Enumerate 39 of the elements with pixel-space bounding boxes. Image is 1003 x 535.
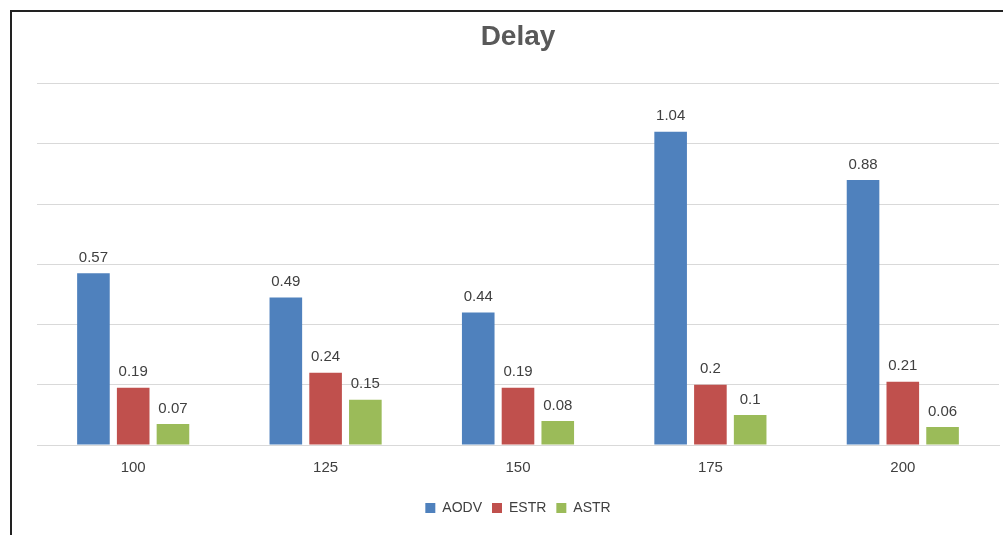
x-tick-label: 200	[890, 458, 916, 476]
bar	[926, 426, 959, 445]
bar	[461, 312, 495, 445]
bar	[309, 372, 342, 445]
data-label: 0.07	[158, 398, 188, 416]
data-label: 0.1	[739, 389, 761, 407]
data-label: 0.24	[311, 347, 341, 365]
data-label: 1.04	[656, 106, 686, 124]
data-label: 0.21	[888, 356, 918, 374]
data-label: 0.88	[848, 154, 878, 172]
bar	[694, 384, 727, 445]
bar	[77, 273, 110, 445]
x-tick-label: 125	[313, 458, 339, 476]
legend-label: ESTR	[509, 498, 547, 515]
data-label: 0.2	[699, 359, 721, 377]
bar	[846, 179, 880, 445]
bar	[116, 387, 150, 445]
data-label: 0.57	[78, 247, 109, 265]
data-label: 0.44	[463, 287, 493, 305]
data-label: 0.49	[271, 272, 301, 290]
x-tick-label: 175	[697, 458, 723, 476]
x-tick-label: 100	[120, 458, 146, 476]
x-tick-label: 150	[505, 458, 531, 476]
data-label: 0.15	[350, 374, 380, 392]
bar	[269, 297, 303, 445]
data-label: 0.19	[503, 362, 533, 380]
legend-label: AODV	[442, 498, 483, 515]
legend-label: ASTR	[573, 498, 611, 515]
bar	[733, 414, 767, 445]
bar	[156, 423, 190, 445]
data-label: 0.08	[543, 395, 573, 413]
bar	[501, 387, 535, 445]
bar	[654, 131, 687, 445]
bar	[541, 420, 575, 445]
bar	[886, 381, 920, 445]
data-label: 0.19	[118, 362, 148, 380]
bar	[349, 399, 382, 445]
data-label: 0.06	[927, 401, 958, 419]
chart-title: Delay	[480, 19, 556, 51]
